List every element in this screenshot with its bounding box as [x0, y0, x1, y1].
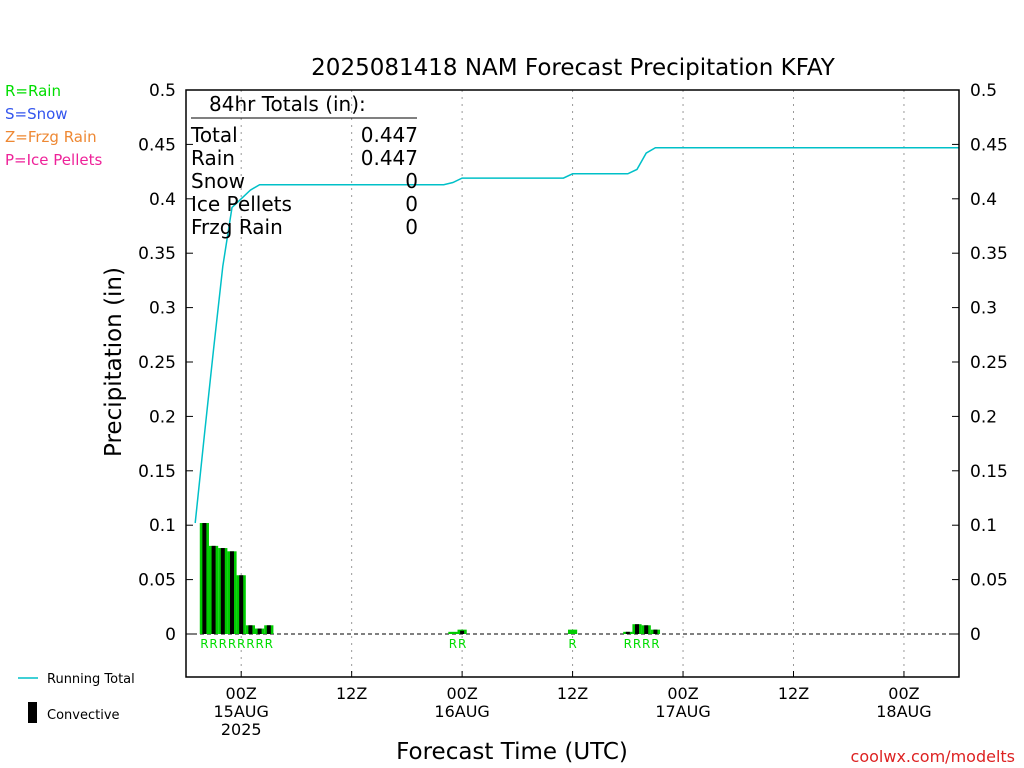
- legend-convective-label: Convective: [47, 708, 120, 723]
- x-tick-label: 00Z: [446, 684, 477, 703]
- type-key-entry: R=Rain: [5, 82, 61, 100]
- precip-type-label: R: [209, 637, 217, 651]
- y-tick-label-right: 0.25: [970, 353, 1008, 373]
- x-tick-label: 00Z: [667, 684, 698, 703]
- y-tick-label-left: 0.3: [149, 299, 176, 319]
- precip-type-label: R: [568, 637, 576, 651]
- x-tick-label: 17AUG: [655, 702, 710, 721]
- x-tick-label: 00Z: [226, 684, 257, 703]
- y-tick-label-left: 0.35: [138, 244, 176, 264]
- type-key-entry: S=Snow: [5, 105, 68, 123]
- totals-row-value: 0.447: [361, 123, 418, 147]
- precip-type-label: R: [255, 637, 263, 651]
- y-tick-label-right: 0: [970, 625, 981, 645]
- convective-bar: [248, 625, 253, 634]
- precip-type-label: R: [246, 637, 254, 651]
- type-key-entry: Z=Frzg Rain: [5, 128, 97, 146]
- convective-bar: [644, 625, 649, 634]
- convective-bar: [211, 545, 216, 634]
- precip-type-label: R: [624, 637, 632, 651]
- x-tick-label: 18AUG: [876, 702, 931, 721]
- chart-title: 2025081418 NAM Forecast Precipitation KF…: [311, 55, 836, 81]
- precip-type-label: R: [237, 637, 245, 651]
- y-tick-label-right: 0.15: [970, 462, 1008, 482]
- y-tick-label-left: 0.2: [149, 407, 176, 427]
- y-tick-label-left: 0.25: [138, 353, 176, 373]
- y-tick-label-right: 0.45: [970, 135, 1008, 155]
- y-tick-label-left: 0.05: [138, 571, 176, 591]
- precip-bar: [567, 629, 578, 634]
- line-layer: [194, 146, 959, 524]
- y-tick-label-right: 0.4: [970, 190, 997, 210]
- y-tick-label-right: 0.5: [970, 81, 997, 101]
- convective-bar: [220, 548, 225, 634]
- y-tick-label-left: 0.1: [149, 516, 176, 536]
- legend-convective-swatch: [28, 702, 37, 723]
- y-tick-label-left: 0.45: [138, 135, 176, 155]
- totals-row-label: Ice Pellets: [191, 192, 292, 216]
- y-tick-label-left: 0: [165, 625, 176, 645]
- convective-bar: [239, 575, 244, 634]
- credit-text: coolwx.com/modelts: [851, 747, 1015, 766]
- totals-row-label: Snow: [191, 169, 245, 193]
- convective-bar: [635, 624, 640, 634]
- precip-type-label: R: [228, 637, 236, 651]
- y-tick-label-right: 0.1: [970, 516, 997, 536]
- convective-bar: [229, 551, 234, 634]
- precip-type-key: R=Rain S=Snow Z=Frzg Rain P=Ice Pellets: [5, 82, 102, 169]
- y-axis-label: Precipitation (in): [101, 267, 127, 457]
- legend-running-total-label: Running Total: [47, 672, 135, 687]
- y-tick-label-right: 0.35: [970, 244, 1008, 264]
- precip-type-label: R: [449, 637, 457, 651]
- totals-row-value: 0: [405, 192, 418, 216]
- y-tick-label-right: 0.3: [970, 299, 997, 319]
- x-tick-label: 12Z: [778, 684, 809, 703]
- precip-type-label: R: [200, 637, 208, 651]
- x-tick-label: 12Z: [557, 684, 588, 703]
- x-tick-label: 15AUG: [213, 702, 268, 721]
- convective-bar: [460, 630, 465, 634]
- y-tick-label-left: 0.15: [138, 462, 176, 482]
- totals-row-value: 0: [405, 215, 418, 239]
- totals-row-label: Frzg Rain: [191, 215, 283, 239]
- precip-type-label: R: [651, 637, 659, 651]
- convective-bar: [202, 523, 207, 634]
- totals-box: 84hr Totals (in): Total 0.447 Rain 0.447 Sno…: [190, 92, 418, 239]
- grid-layer: [186, 90, 959, 677]
- y-tick-label-right: 0.05: [970, 571, 1008, 591]
- totals-row-value: 0: [405, 169, 418, 193]
- precip-type-label: R: [642, 637, 650, 651]
- totals-rows: Total 0.447 Rain 0.447 Snow 0 Ice Pellets 0 Frzg…: [190, 123, 418, 239]
- convective-bar: [625, 631, 630, 634]
- precip-type-label: R: [633, 637, 641, 651]
- precip-type-label: R: [458, 637, 466, 651]
- y-tick-label-left: 0.4: [149, 190, 176, 210]
- x-tick-label: 2025: [221, 720, 262, 739]
- legend: Running Total Convective: [18, 672, 135, 723]
- type-key-entry: P=Ice Pellets: [5, 151, 102, 169]
- convective-bar: [266, 625, 271, 634]
- totals-header: 84hr Totals (in):: [209, 92, 366, 116]
- totals-row-label: Rain: [191, 146, 235, 170]
- convective-bar: [653, 629, 658, 634]
- precip-bar: [448, 631, 458, 634]
- totals-row-value: 0.447: [361, 146, 418, 170]
- x-tick-label: 12Z: [336, 684, 367, 703]
- y-tick-label-left: 0.5: [149, 81, 176, 101]
- precip-type-label: R: [219, 637, 227, 651]
- x-axis-label: Forecast Time (UTC): [396, 739, 628, 765]
- running-total-line: [194, 146, 959, 524]
- x-tick-label: 00Z: [888, 684, 919, 703]
- x-tick-label: 16AUG: [434, 702, 489, 721]
- precip-type-label: R: [265, 637, 273, 651]
- totals-row-label: Total: [190, 123, 238, 147]
- convective-bar: [257, 628, 262, 634]
- y-tick-label-right: 0.2: [970, 407, 997, 427]
